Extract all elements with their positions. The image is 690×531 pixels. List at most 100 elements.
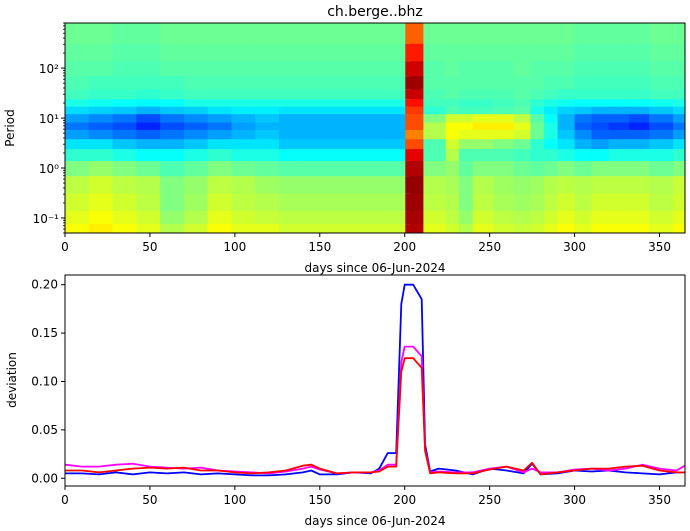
heatmap-cell [136, 113, 161, 123]
heatmap-cell [423, 43, 433, 62]
heatmap-cell [628, 60, 650, 77]
heatmap-cell [493, 113, 515, 123]
heatmap-cell [231, 223, 256, 233]
heatmap-cell [88, 148, 114, 162]
x-tick-label: 0 [61, 493, 69, 507]
heatmap-cell [628, 138, 650, 150]
heatmap-cell [493, 223, 515, 233]
heatmap-cell [136, 160, 161, 177]
heatmap-cell [112, 148, 137, 162]
heatmap-cell [302, 88, 406, 100]
heatmap-cell [493, 210, 515, 225]
heatmap-cell [231, 75, 256, 90]
heatmap-cell [513, 210, 531, 225]
heatmap-cell [445, 43, 460, 62]
heatmap-cell [513, 60, 531, 77]
heatmap-cell [112, 88, 137, 100]
heatmap-cell [302, 106, 406, 115]
heatmap-cell [459, 121, 474, 130]
heatmap-cell [513, 193, 531, 212]
heatmap-cell [160, 121, 185, 130]
heatmap-cell [459, 113, 474, 123]
heatmap-cell [459, 23, 474, 44]
heatmap-cell [459, 75, 474, 90]
heatmap-cell [423, 129, 433, 140]
heatmap-cell [255, 60, 280, 77]
heatmap-cell [431, 23, 447, 44]
heatmap-cell [431, 193, 447, 212]
x-tick-label: 150 [308, 240, 331, 254]
heatmap-cell [649, 113, 674, 123]
heatmap-cell [207, 106, 233, 115]
heatmap-cell [493, 193, 515, 212]
heatmap-cell [207, 60, 233, 77]
heatmap-cell [608, 175, 630, 194]
heatmap-cell [231, 175, 256, 194]
heatmap-cell [649, 223, 674, 233]
heatmap-cell [255, 148, 280, 162]
heatmap-cell [513, 148, 531, 162]
heatmap-cell [557, 223, 576, 233]
heatmap-cell [231, 113, 256, 123]
heatmap-cell [302, 193, 406, 212]
y-tick-label: 0.10 [31, 374, 58, 388]
heatmap-cell [431, 60, 447, 77]
x-tick-label: 200 [393, 240, 416, 254]
heatmap-cell [431, 106, 447, 115]
heatmap-cell [404, 88, 424, 100]
heatmap-cell [183, 106, 209, 115]
x-tick-label: 350 [648, 240, 671, 254]
heatmap-cell [255, 210, 280, 225]
heatmap-cell [530, 106, 545, 115]
heatmap-cell [207, 210, 233, 225]
heatmap-cell [404, 121, 424, 130]
heatmap-cell [136, 60, 161, 77]
heatmap-cell [544, 121, 559, 130]
heatmap-cell [65, 223, 90, 233]
heatmap-cell [574, 210, 593, 225]
heatmap-cell [88, 223, 114, 233]
heatmap-cell [445, 193, 460, 212]
heatmap-cell [136, 223, 161, 233]
heatmap-cell [183, 60, 209, 77]
heatmap-cell [65, 43, 90, 62]
heatmap-cell [65, 210, 90, 225]
x-tick-label: 300 [563, 240, 586, 254]
heatmap-cell [65, 75, 90, 90]
x-tick-label: 150 [308, 493, 331, 507]
heatmap-cell [404, 175, 424, 194]
heatmap-cell [231, 88, 256, 100]
heatmap-cell [445, 210, 460, 225]
heatmap-cell [404, 113, 424, 123]
heatmap-cell [628, 121, 650, 130]
heatmap-cell [445, 60, 460, 77]
heatmap-cell [544, 88, 559, 100]
heatmap-cell [574, 129, 593, 140]
heatmap-cell [628, 223, 650, 233]
heatmap-cell [530, 43, 545, 62]
heatmap-cell [649, 98, 674, 107]
heatmap-cell [628, 75, 650, 90]
heatmap-cell [302, 148, 406, 162]
x-tick-label: 0 [61, 240, 69, 254]
heatmap-cell [136, 193, 161, 212]
heatmap-cell [513, 23, 531, 44]
heatmap-cell [65, 160, 90, 177]
heatmap-cell [431, 148, 447, 162]
heatmap-cell [207, 75, 233, 90]
heatmap-cell [183, 23, 209, 44]
heatmap-cell [404, 75, 424, 90]
heatmap-cell [591, 113, 610, 123]
heatmap-cell [207, 160, 233, 177]
heatmap-cell [649, 210, 674, 225]
heatmap-cell [431, 160, 447, 177]
heatmap-cell [112, 106, 137, 115]
heatmap-cell [673, 23, 685, 44]
heatmap-cell [445, 75, 460, 90]
heatmap-cell [65, 175, 90, 194]
spectrogram-x-ticks: 0 50 100 150 200 250 300 350 [61, 233, 671, 254]
x-tick-label: 50 [142, 493, 157, 507]
deviation-x-axis-label: days since 06-Jun-2024 [304, 514, 445, 528]
heatmap-cell [628, 23, 650, 44]
y-tick-label: 0.20 [31, 278, 58, 292]
